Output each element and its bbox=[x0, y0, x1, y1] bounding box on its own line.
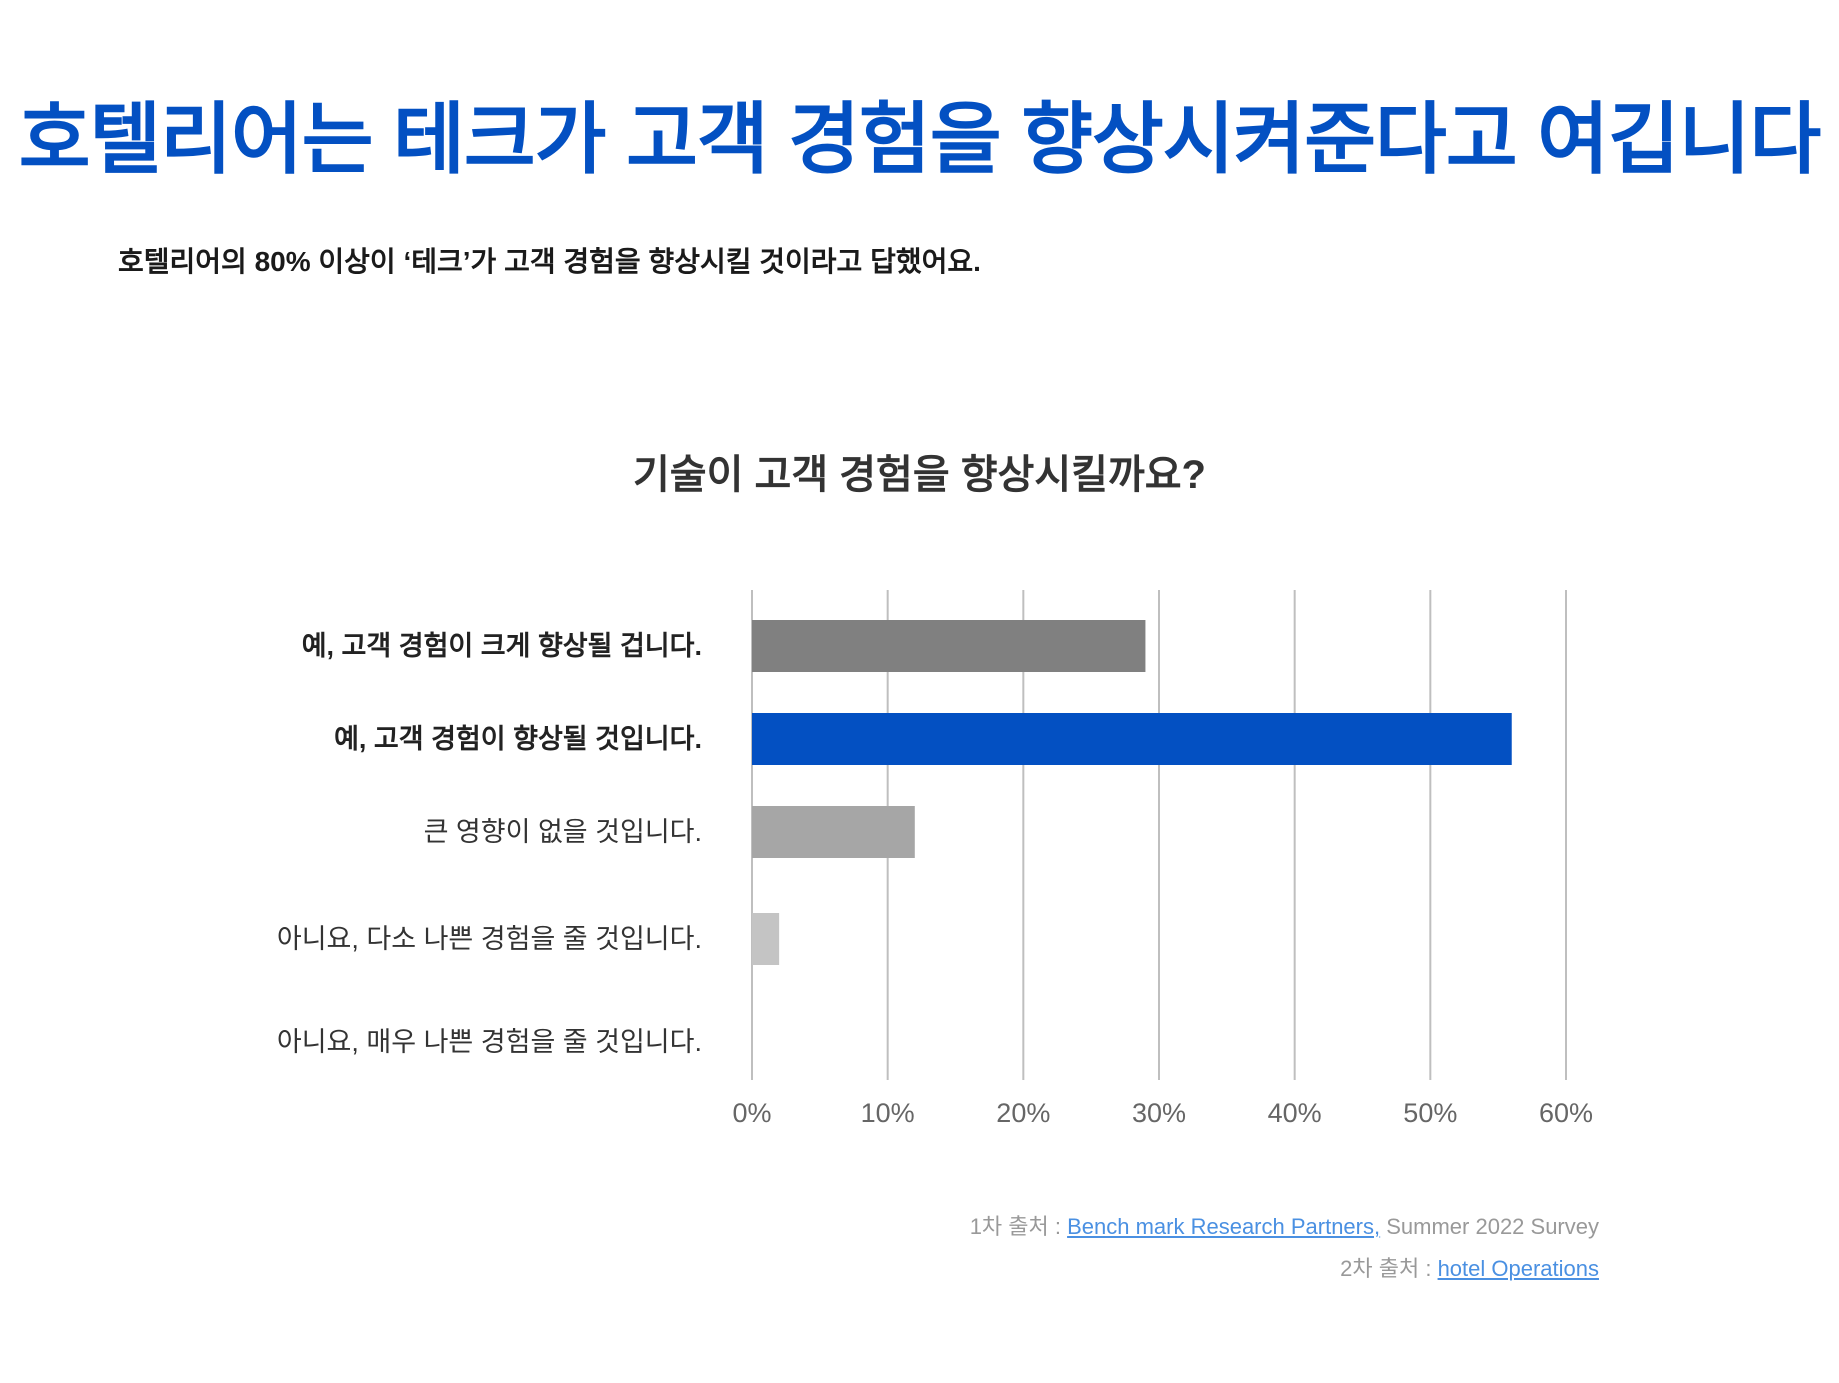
x-tick-label: 0% bbox=[732, 1098, 771, 1128]
category-labels: 예, 고객 경험이 크게 향상될 겁니다. 예, 고객 경험이 향상될 것입니다.… bbox=[277, 631, 702, 1057]
x-tick-label: 60% bbox=[1539, 1098, 1593, 1128]
bar bbox=[752, 620, 1146, 672]
x-tick-labels: 0% 10% 20% 30% 40% 50% 60% bbox=[732, 1098, 1593, 1128]
source-primary-link[interactable]: Bench mark Research Partners, bbox=[1067, 1214, 1381, 1239]
x-tick-label: 20% bbox=[996, 1098, 1050, 1128]
source-secondary-prefix: 2차 출처 : bbox=[1340, 1256, 1438, 1281]
category-label: 예, 고객 경험이 향상될 것입니다. bbox=[334, 724, 702, 754]
category-label: 아니요, 매우 나쁜 경험을 줄 것입니다. bbox=[277, 1027, 702, 1057]
bar bbox=[752, 806, 915, 858]
source-secondary-link[interactable]: hotel Operations bbox=[1437, 1256, 1599, 1281]
source-primary-prefix: 1차 출처 : bbox=[969, 1214, 1068, 1239]
chart-title: 기술이 고객 경험을 향상시킬까요? bbox=[633, 453, 1206, 497]
bar bbox=[752, 913, 780, 965]
x-tick-label: 50% bbox=[1403, 1098, 1457, 1128]
x-tick-label: 40% bbox=[1268, 1098, 1322, 1128]
category-label: 큰 영향이 없을 것입니다. bbox=[424, 817, 702, 847]
x-tick-label: 30% bbox=[1132, 1098, 1186, 1128]
source-primary: 1차 출처 : Bench mark Research Partners, Su… bbox=[970, 1216, 1599, 1238]
source-secondary: 2차 출처 : hotel Operations bbox=[1340, 1258, 1599, 1280]
bar bbox=[752, 713, 1512, 765]
x-tick-label: 10% bbox=[861, 1098, 915, 1128]
headline: 호텔리어는 테크가 고객 경험을 향상시켜준다고 여깁니다 bbox=[18, 95, 1822, 183]
category-label: 예, 고객 경험이 크게 향상될 겁니다. bbox=[302, 631, 702, 661]
source-primary-suffix: Summer 2022 Survey bbox=[1380, 1214, 1599, 1239]
bar-chart: 예, 고객 경험이 크게 향상될 겁니다. 예, 고객 경험이 향상될 것입니다.… bbox=[277, 590, 1593, 1128]
subtitle: 호텔리어의 80% 이상이 ‘테크’가 고객 경험을 향상시킬 것이라고 답했어… bbox=[118, 246, 981, 277]
bars bbox=[752, 620, 1512, 965]
category-label: 아니요, 다소 나쁜 경험을 줄 것입니다. bbox=[277, 924, 702, 954]
